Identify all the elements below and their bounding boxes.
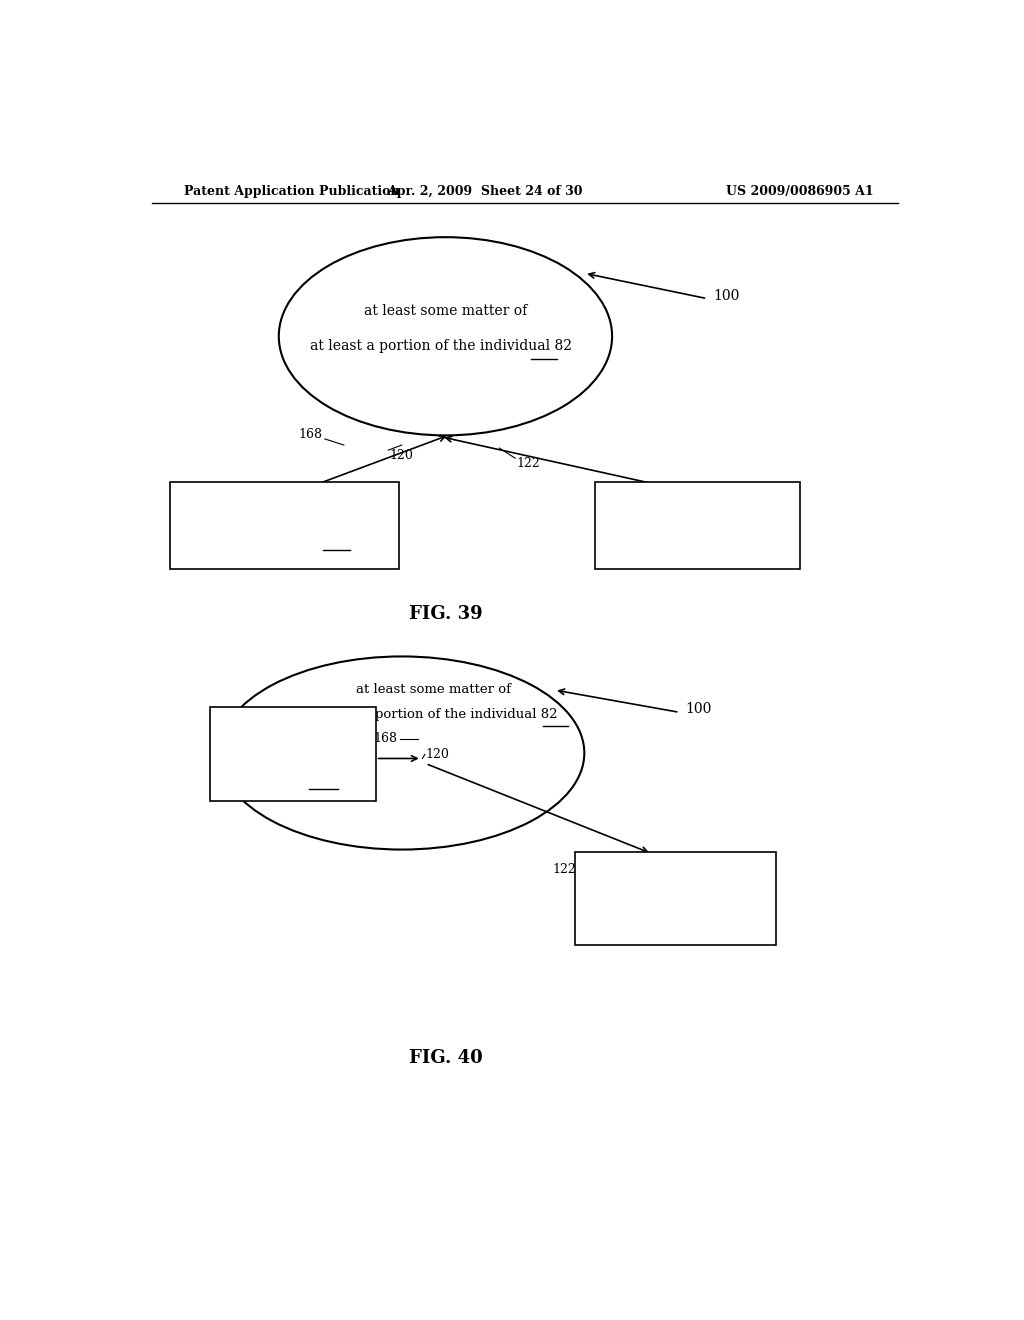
Text: Patent Application Publication: Patent Application Publication: [183, 185, 399, 198]
Text: 100: 100: [714, 289, 740, 302]
Text: US 2009/0086905 A1: US 2009/0086905 A1: [726, 185, 873, 198]
Text: 100: 100: [685, 702, 712, 717]
Text: at least some matter of: at least some matter of: [356, 684, 511, 697]
Text: portion(s) 150: portion(s) 150: [250, 770, 335, 783]
Text: FIG. 39: FIG. 39: [409, 605, 482, 623]
Text: fluorescence X-ray: fluorescence X-ray: [639, 496, 757, 510]
Text: receiving portion(s): receiving portion(s): [613, 892, 738, 904]
Text: at least a portion of the individual 82: at least a portion of the individual 82: [310, 339, 572, 354]
Text: Apr. 2, 2009  Sheet 24 of 30: Apr. 2, 2009 Sheet 24 of 30: [387, 185, 583, 198]
Text: high enerav photon and/or: high enerav photon and/or: [201, 500, 370, 513]
Text: fluorescence X-ray: fluorescence X-ray: [616, 870, 734, 883]
Text: 120: 120: [390, 449, 414, 462]
FancyBboxPatch shape: [210, 708, 376, 801]
Text: 168: 168: [298, 429, 323, 441]
Text: 122: 122: [553, 863, 577, 876]
Text: high energy photon: high energy photon: [234, 722, 351, 735]
Text: and/or particle emitter: and/or particle emitter: [224, 746, 360, 759]
Text: 151: 151: [664, 915, 687, 927]
Text: at least a portion of the individual 82: at least a portion of the individual 82: [309, 708, 558, 721]
Text: 151: 151: [685, 541, 710, 554]
FancyBboxPatch shape: [595, 482, 800, 569]
Text: FIG. 40: FIG. 40: [409, 1049, 482, 1067]
FancyBboxPatch shape: [170, 482, 399, 569]
Text: 168: 168: [374, 733, 397, 746]
Text: particle emitter portion(s) 150: particle emitter portion(s) 150: [187, 531, 382, 544]
Text: at least some matter of: at least some matter of: [364, 304, 527, 318]
Text: 122: 122: [517, 457, 541, 470]
FancyBboxPatch shape: [574, 851, 776, 945]
Text: 120: 120: [426, 748, 450, 760]
Text: receiving portion(s): receiving portion(s): [635, 519, 760, 532]
